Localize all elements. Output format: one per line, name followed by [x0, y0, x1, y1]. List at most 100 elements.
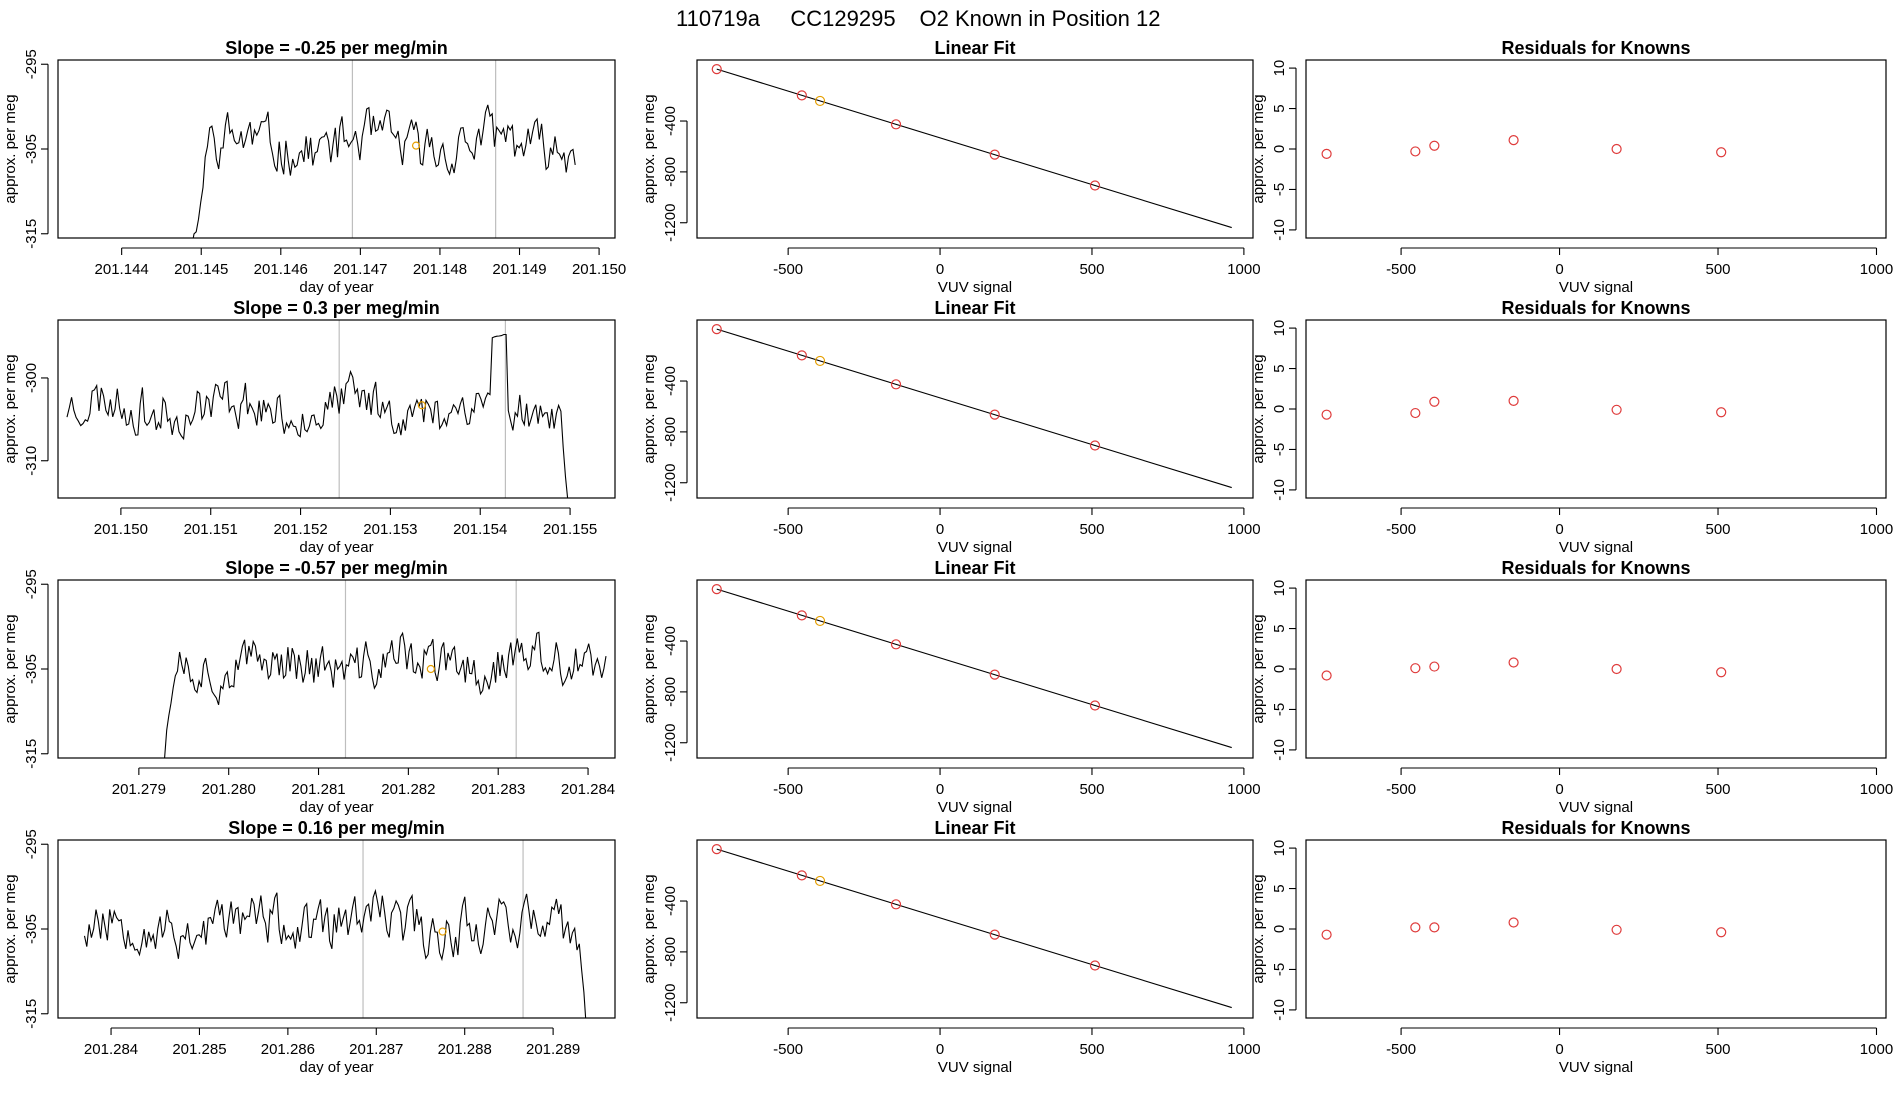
y-axis-label: approx. per meg: [2, 614, 19, 723]
y-axis-label: approx. per meg: [2, 874, 19, 983]
y-tick-label: -300: [23, 363, 40, 393]
fit-line: [716, 848, 1232, 1009]
data-point: [796, 610, 807, 621]
x-tick-label: 500: [1706, 521, 1731, 538]
y-tick-label: -1200: [662, 984, 679, 1022]
data-point: [1716, 407, 1727, 418]
x-tick-label: 201.147: [333, 261, 387, 278]
plot-area: [711, 64, 1232, 229]
panel-time-series-row-3: Slope = -0.57 per meg/min 201.279 201.280 2…: [2, 558, 616, 816]
x-axis: -500 0 500 1000 VUV signal: [773, 767, 1261, 816]
x-tick-label: 500: [1706, 781, 1731, 798]
x-tick-label: 1000: [1227, 781, 1260, 798]
x-axis: -500 0 500 1000 VUV signal: [1386, 507, 1893, 556]
plot-frame: [57, 59, 616, 239]
plot-area: [1321, 135, 1727, 159]
x-tick-label: 500: [1079, 781, 1104, 798]
y-tick-label: 0: [1271, 925, 1288, 933]
plot-frame: [1305, 319, 1887, 499]
panel-title: Residuals for Knowns: [1501, 558, 1690, 578]
data-point: [796, 350, 807, 361]
x-tick-label: 500: [1079, 261, 1104, 278]
y-tick-label: 5: [1271, 104, 1288, 112]
y-tick-label: -5: [1271, 703, 1288, 716]
plot-frame: [1305, 59, 1887, 239]
x-tick-label: 0: [1555, 261, 1563, 278]
y-tick-label: -400: [662, 886, 679, 916]
y-tick-label: 10: [1271, 60, 1288, 77]
panel-title: Slope = -0.57 per meg/min: [225, 558, 448, 578]
y-axis-label: approx. per meg: [1250, 94, 1267, 203]
plot-area: [164, 631, 607, 758]
x-axis-label: VUV signal: [938, 799, 1012, 816]
marker-point: [426, 664, 435, 674]
plot-area: [1321, 917, 1727, 940]
plot-area: [711, 584, 1232, 749]
series-line: [66, 333, 569, 498]
x-tick-label: 201.153: [363, 521, 417, 538]
y-tick-label: 10: [1271, 320, 1288, 337]
y-tick-label: -305: [23, 914, 40, 944]
x-tick-label: 1000: [1227, 521, 1260, 538]
x-tick-label: 0: [936, 1041, 944, 1058]
y-axis-label: approx. per meg: [1250, 874, 1267, 983]
data-point: [1410, 407, 1421, 419]
data-point: [1611, 143, 1622, 155]
y-tick-label: -800: [662, 937, 679, 967]
panel-title: Slope = -0.25 per meg/min: [225, 38, 448, 58]
x-tick-label: 201.154: [453, 521, 507, 538]
y-tick-label: -310: [23, 446, 40, 476]
y-axis-label: approx. per meg: [641, 354, 658, 463]
y-tick-label: -1200: [662, 464, 679, 502]
y-tick-label: 5: [1271, 884, 1288, 892]
x-axis-label: VUV signal: [1559, 279, 1633, 296]
y-tick-label: -10: [1271, 219, 1288, 241]
series-line: [164, 631, 607, 758]
y-tick-label: -315: [23, 219, 40, 249]
data-point: [1321, 929, 1332, 940]
marker-point: [417, 401, 426, 410]
x-tick-label: 201.149: [492, 261, 546, 278]
plot-area: [83, 888, 587, 1018]
data-point: [890, 379, 902, 390]
panel-residuals-row-3: Residuals for Knowns -500 0 500 1000 VUV sign…: [1250, 558, 1893, 816]
y-tick-label: -305: [23, 654, 40, 684]
data-point: [989, 409, 1000, 420]
series-line: [192, 104, 576, 238]
x-tick-label: 1000: [1860, 261, 1893, 278]
data-point: [1508, 135, 1519, 146]
y-tick-label: -800: [662, 677, 679, 707]
y-tick-label: -10: [1271, 739, 1288, 761]
data-point: [711, 324, 722, 335]
x-tick-label: 500: [1706, 1041, 1731, 1058]
y-tick-label: -295: [23, 49, 40, 79]
data-point: [1089, 440, 1101, 451]
x-tick-label: 201.144: [95, 261, 149, 278]
data-point: [814, 95, 826, 107]
y-tick-label: -315: [23, 999, 40, 1029]
data-point: [796, 870, 807, 881]
x-axis-label: day of year: [299, 799, 373, 816]
x-tick-label: 1000: [1227, 261, 1260, 278]
x-tick-label: 201.150: [572, 261, 626, 278]
figure-title-cc: CC129295: [790, 6, 895, 31]
x-axis: 201.279 201.280 201.281 201.282 201.283 201.2…: [112, 767, 615, 816]
x-tick-label: 201.151: [184, 521, 238, 538]
panel-title: Linear Fit: [934, 298, 1015, 318]
plot-frame: [1305, 579, 1887, 759]
data-point: [814, 875, 826, 887]
plot-area: [711, 324, 1232, 489]
data-point: [1611, 924, 1622, 935]
x-tick-label: 201.281: [291, 781, 345, 798]
x-tick-label: 201.150: [94, 521, 148, 538]
y-axis-label: approx. per meg: [641, 874, 658, 983]
x-axis: -500 0 500 1000 VUV signal: [773, 247, 1261, 296]
x-tick-label: 201.152: [273, 521, 327, 538]
